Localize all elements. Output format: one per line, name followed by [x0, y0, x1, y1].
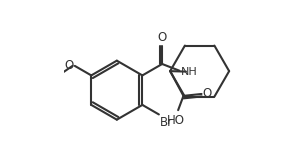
Text: O: O: [158, 31, 167, 44]
Text: HO: HO: [167, 114, 185, 127]
Text: O: O: [65, 59, 74, 72]
Text: O: O: [203, 88, 212, 101]
Text: NH: NH: [181, 67, 198, 77]
Text: Br: Br: [160, 116, 173, 129]
